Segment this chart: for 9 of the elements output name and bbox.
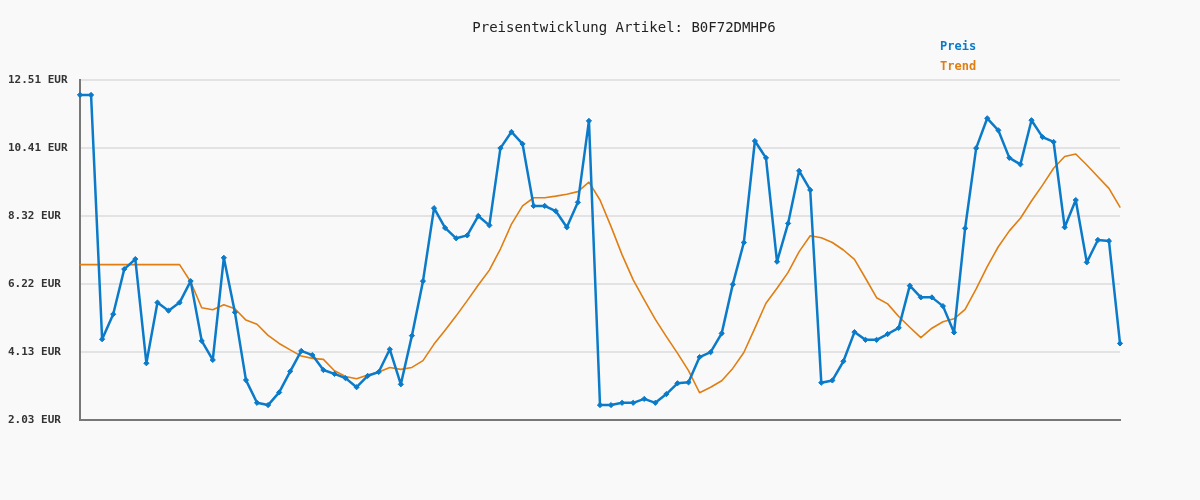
- y-tick-label: 2.03 EUR: [8, 412, 62, 426]
- y-tick-label: 12.51 EUR: [8, 72, 68, 86]
- text: Preis: [940, 38, 977, 55]
- y-tick-label: 8.32 EUR: [8, 208, 62, 222]
- text: Trend: [940, 58, 977, 75]
- y-tick-label: 4.13 EUR: [8, 344, 62, 358]
- chart-title: Preisentwicklung Artikel: B0F72DMHP6: [471, 19, 777, 35]
- y-tick-label: 10.41 EUR: [8, 140, 68, 154]
- y-tick-label: 6.22 EUR: [8, 276, 62, 290]
